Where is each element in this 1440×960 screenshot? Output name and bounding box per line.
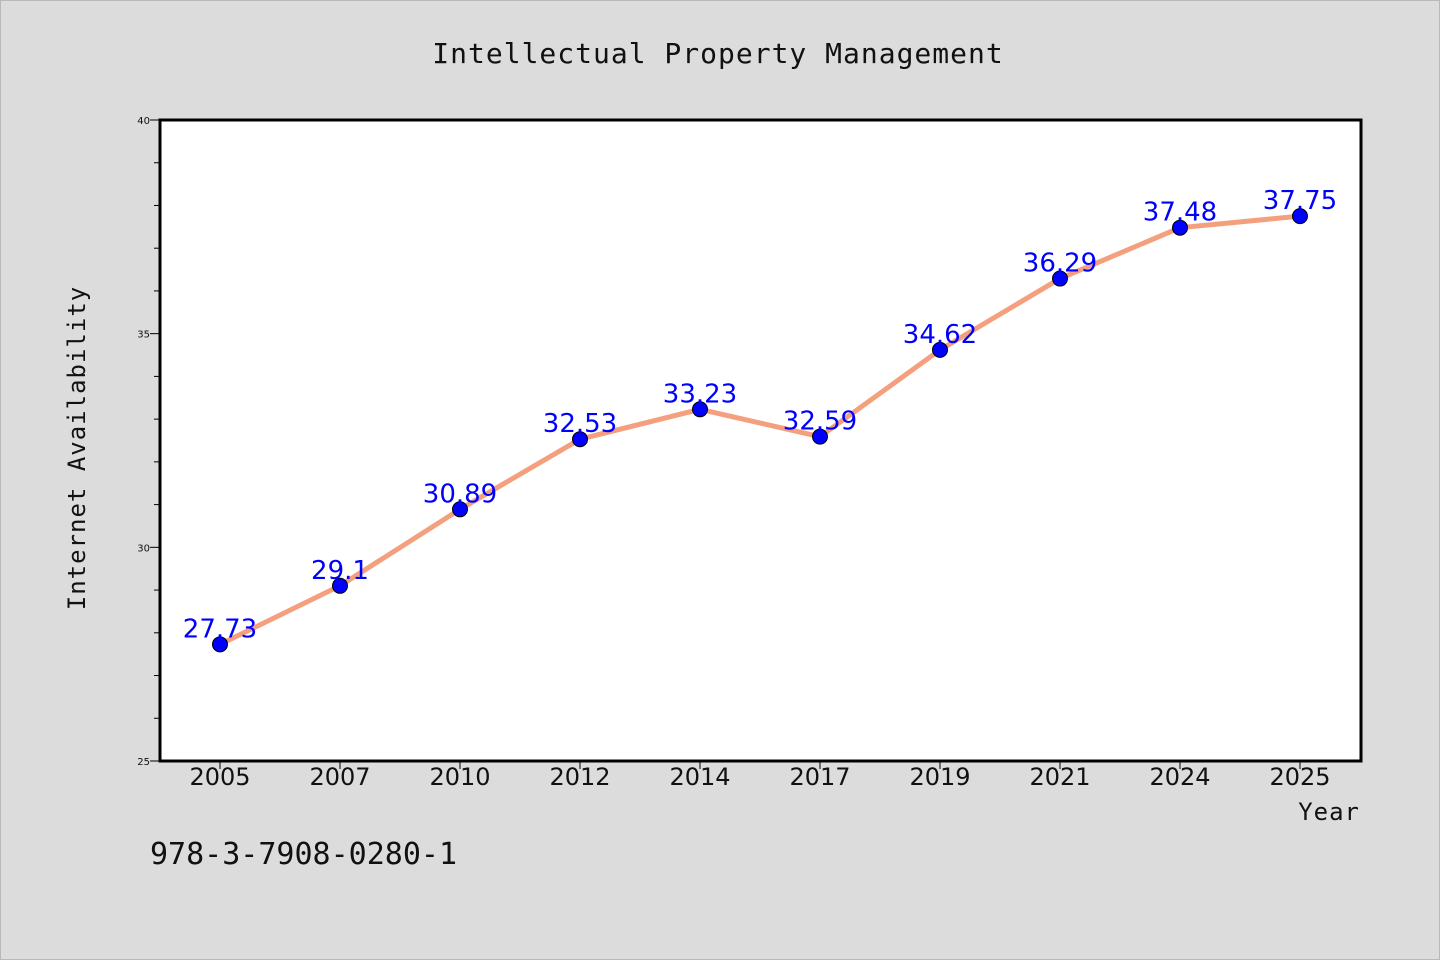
y-axis: 25 30 35 40: [137, 116, 160, 768]
x-tick-label: 2012: [549, 763, 610, 791]
data-label: 34.62: [903, 320, 977, 350]
x-tick-label: 2005: [189, 763, 250, 791]
data-label: 36.29: [1023, 249, 1097, 279]
data-point-marker: [1292, 208, 1308, 225]
chart-title: Intellectual Property Management: [432, 37, 1003, 70]
y-tick-label: 25: [137, 757, 150, 768]
markers-group: [212, 208, 1308, 653]
data-label: 30.89: [423, 479, 497, 509]
x-tick-label: 2014: [669, 763, 730, 791]
data-point-marker: [1052, 270, 1068, 287]
y-axis-label: Internet Availability: [63, 286, 91, 610]
data-label: 33.23: [663, 379, 737, 409]
data-label: 37.75: [1263, 186, 1337, 216]
plot-area: [158, 118, 1363, 763]
y-tick-label: 30: [137, 543, 150, 554]
data-point-marker: [452, 501, 468, 518]
x-tick-label: 2007: [309, 763, 370, 791]
x-axis: 2005 2007 2010 2012 2014 2017 2019 2021 2024 2025: [189, 761, 1331, 791]
series-line-group: [217, 213, 1303, 647]
x-tick-label: 2019: [909, 763, 970, 791]
series-line: [217, 213, 1303, 647]
x-axis-label: Year: [1298, 798, 1360, 826]
y-tick-label: 40: [137, 116, 150, 127]
data-point-marker: [332, 577, 348, 594]
x-tick-label: 2017: [789, 763, 850, 791]
x-tick-label: 2021: [1029, 763, 1090, 791]
x-tick-label: 2024: [1149, 763, 1210, 791]
data-point-marker: [932, 341, 948, 358]
data-label: 37.48: [1143, 198, 1217, 228]
x-tick-label: 2010: [429, 763, 490, 791]
data-labels-group: 27.73 29.1 30.89 32.53 33.23 32.59 34.62 36.29 3…: [183, 186, 1337, 644]
data-point-marker: [812, 428, 828, 445]
data-point-marker: [212, 636, 228, 653]
data-label: 32.53: [543, 409, 617, 439]
data-point-marker: [692, 401, 708, 418]
x-tick-label: 2025: [1269, 763, 1330, 791]
data-label: 32.59: [783, 407, 857, 437]
data-label: 29.1: [311, 556, 369, 586]
y-tick-label: 35: [137, 330, 150, 341]
data-point-marker: [572, 431, 588, 448]
data-label: 27.73: [183, 614, 257, 644]
data-point-marker: [1172, 219, 1188, 236]
isbn-text: 978-3-7908-0280-1: [150, 837, 457, 872]
